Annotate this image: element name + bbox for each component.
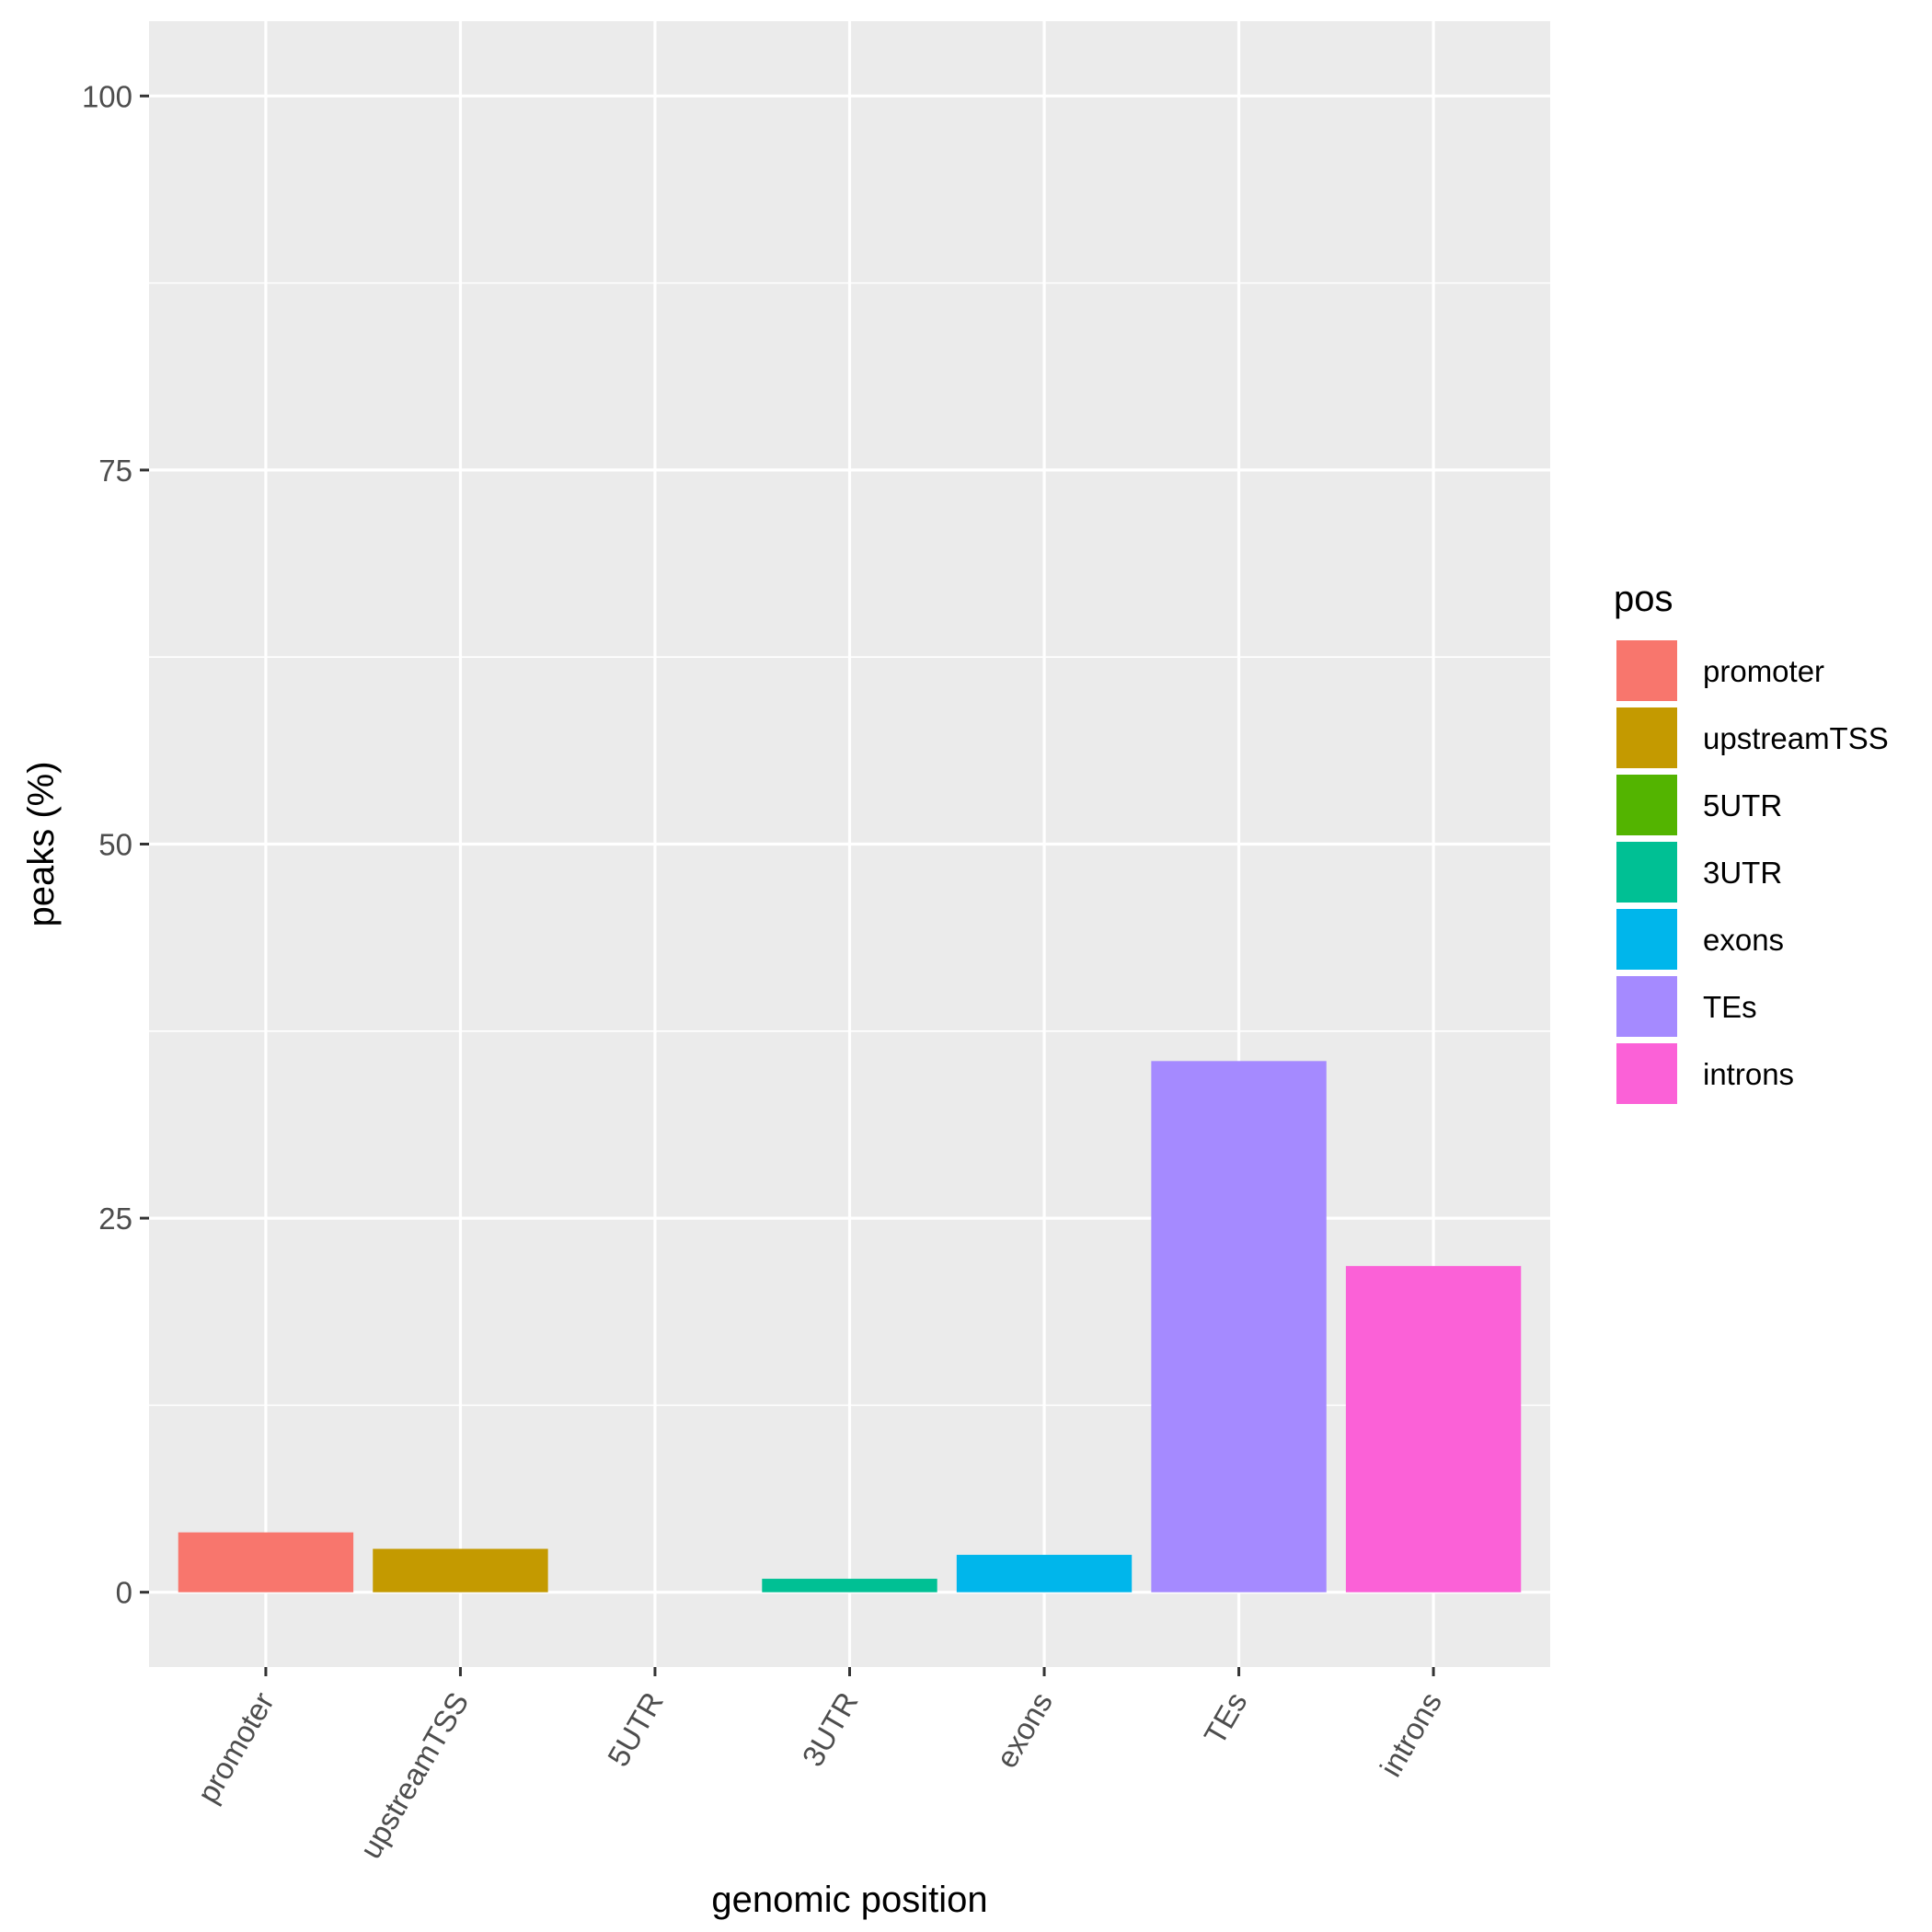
bar-3utr <box>762 1579 937 1593</box>
y-axis: 0 25 50 75 100 <box>82 79 149 1610</box>
y-tick-label: 25 <box>98 1202 132 1236</box>
legend-label: exons <box>1703 923 1784 957</box>
x-tick-label: TEs <box>1197 1686 1253 1750</box>
legend-label: 3UTR <box>1703 856 1782 890</box>
y-tick-label: 50 <box>98 828 132 862</box>
legend-key-3utr <box>1615 840 1679 904</box>
legend-key-exons <box>1615 907 1679 972</box>
x-tick-label: introns <box>1374 1686 1449 1782</box>
bar-upstreamtss <box>373 1548 548 1593</box>
legend-label: 5UTR <box>1703 788 1782 822</box>
legend-key-tes <box>1615 974 1679 1039</box>
legend-key-5utr <box>1615 773 1679 837</box>
x-tick-label: 5UTR <box>601 1686 670 1772</box>
x-axis: promoter upstreamTSS 5UTR 3UTR exons TEs intro… <box>190 1667 1448 1864</box>
x-axis-title: genomic position <box>711 1880 987 1920</box>
major-gridlines <box>149 21 1550 1667</box>
x-tick-label: exons <box>989 1686 1059 1774</box>
y-tick-label: 100 <box>82 79 132 113</box>
y-axis-title: peaks (%) <box>21 761 62 926</box>
legend-label: upstreamTSS <box>1703 721 1889 755</box>
legend-label: introns <box>1703 1057 1794 1091</box>
x-tick-label: upstreamTSS <box>353 1686 476 1864</box>
legend-label: TEs <box>1703 990 1757 1024</box>
legend: pos promoter upstreamTSS 5UTR 3UTR exons TEs i… <box>1614 579 1889 1106</box>
y-tick-label: 0 <box>116 1576 132 1610</box>
legend-key-upstreamtss <box>1615 706 1679 770</box>
bar-promoter <box>178 1532 354 1593</box>
legend-key-promoter <box>1615 638 1679 703</box>
legend-title: pos <box>1614 579 1673 619</box>
x-tick-label: 3UTR <box>795 1686 864 1772</box>
x-tick-label: promoter <box>190 1686 281 1809</box>
bars <box>178 1061 1522 1593</box>
bar-exons <box>956 1555 1133 1593</box>
legend-label: promoter <box>1703 654 1824 688</box>
y-tick-label: 75 <box>98 454 132 488</box>
bar-introns <box>1345 1266 1522 1593</box>
bar-tes <box>1151 1061 1327 1593</box>
legend-key-introns <box>1615 1041 1679 1106</box>
